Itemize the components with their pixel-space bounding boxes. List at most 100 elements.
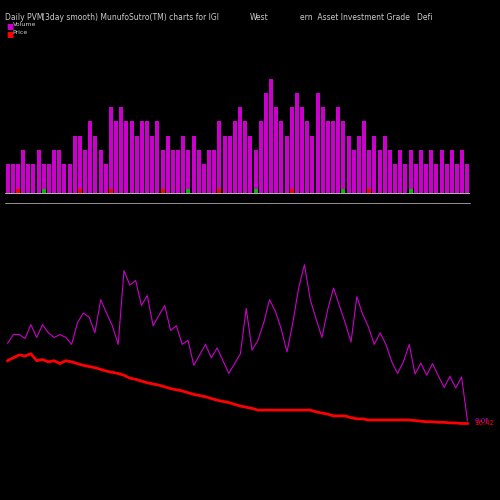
Bar <box>404 164 407 193</box>
Bar <box>94 136 98 193</box>
Bar <box>156 122 160 193</box>
Bar <box>6 164 10 193</box>
Bar <box>42 164 45 193</box>
Bar <box>455 164 459 193</box>
Bar <box>290 190 294 193</box>
Bar <box>233 122 237 193</box>
Bar <box>73 136 76 193</box>
Bar <box>160 190 164 193</box>
Bar <box>306 122 309 193</box>
Bar <box>135 136 138 193</box>
Bar <box>160 150 164 193</box>
Text: 16.42: 16.42 <box>474 420 494 426</box>
Bar <box>98 150 102 193</box>
Text: ■: ■ <box>6 30 13 39</box>
Bar <box>284 136 288 193</box>
Bar <box>88 122 92 193</box>
Bar <box>207 150 211 193</box>
Bar <box>336 107 340 193</box>
Bar <box>36 150 40 193</box>
Bar <box>254 150 258 193</box>
Bar <box>346 136 350 193</box>
Bar <box>450 150 454 193</box>
Bar <box>186 150 190 193</box>
Bar <box>424 164 428 193</box>
Bar <box>212 150 216 193</box>
Bar <box>264 93 268 193</box>
Bar <box>269 78 273 193</box>
Bar <box>109 190 113 193</box>
Bar <box>414 164 418 193</box>
Bar <box>186 190 190 193</box>
Bar <box>331 122 335 193</box>
Bar <box>150 136 154 193</box>
Bar <box>109 107 113 193</box>
Bar <box>342 190 345 193</box>
Bar <box>368 190 371 193</box>
Text: 0.0f: 0.0f <box>474 418 488 424</box>
Bar <box>460 150 464 193</box>
Bar <box>32 164 36 193</box>
Bar <box>16 190 20 193</box>
Bar <box>378 150 382 193</box>
Bar <box>310 136 314 193</box>
Bar <box>197 150 200 193</box>
Bar <box>408 190 412 193</box>
Bar <box>393 164 397 193</box>
Bar <box>120 107 123 193</box>
Bar <box>47 164 51 193</box>
Bar <box>321 107 324 193</box>
Bar <box>78 136 82 193</box>
Bar <box>202 164 206 193</box>
Bar <box>140 122 144 193</box>
Bar <box>295 93 299 193</box>
Bar <box>290 107 294 193</box>
Bar <box>130 122 134 193</box>
Bar <box>62 164 66 193</box>
Bar <box>218 122 222 193</box>
Bar <box>192 136 196 193</box>
Bar <box>383 136 386 193</box>
Bar <box>368 150 371 193</box>
Bar <box>280 122 283 193</box>
Bar <box>182 136 185 193</box>
Bar <box>326 122 330 193</box>
Text: West: West <box>250 12 269 22</box>
Text: Volume: Volume <box>12 22 36 27</box>
Bar <box>398 150 402 193</box>
Bar <box>430 150 433 193</box>
Bar <box>11 164 15 193</box>
Bar <box>21 150 25 193</box>
Bar <box>176 150 180 193</box>
Bar <box>408 150 412 193</box>
Bar <box>316 93 320 193</box>
Bar <box>58 150 61 193</box>
Bar <box>124 122 128 193</box>
Bar <box>434 164 438 193</box>
Bar <box>372 136 376 193</box>
Bar <box>238 107 242 193</box>
Bar <box>388 150 392 193</box>
Bar <box>42 190 45 193</box>
Bar <box>445 164 448 193</box>
Bar <box>244 122 247 193</box>
Text: ■: ■ <box>6 22 13 32</box>
Bar <box>362 122 366 193</box>
Bar <box>52 150 56 193</box>
Bar <box>222 136 226 193</box>
Text: Price: Price <box>12 30 28 35</box>
Bar <box>104 164 108 193</box>
Bar <box>228 136 232 193</box>
Text: Daily PVM: Daily PVM <box>5 12 44 22</box>
Bar <box>68 164 71 193</box>
Bar <box>466 164 469 193</box>
Bar <box>171 150 175 193</box>
Bar <box>26 164 30 193</box>
Text: ern  Asset Investment Grade   Defi: ern Asset Investment Grade Defi <box>300 12 432 22</box>
Bar <box>78 190 82 193</box>
Bar <box>440 150 444 193</box>
Bar <box>259 122 262 193</box>
Bar <box>145 122 149 193</box>
Bar <box>254 190 258 193</box>
Bar <box>166 136 170 193</box>
